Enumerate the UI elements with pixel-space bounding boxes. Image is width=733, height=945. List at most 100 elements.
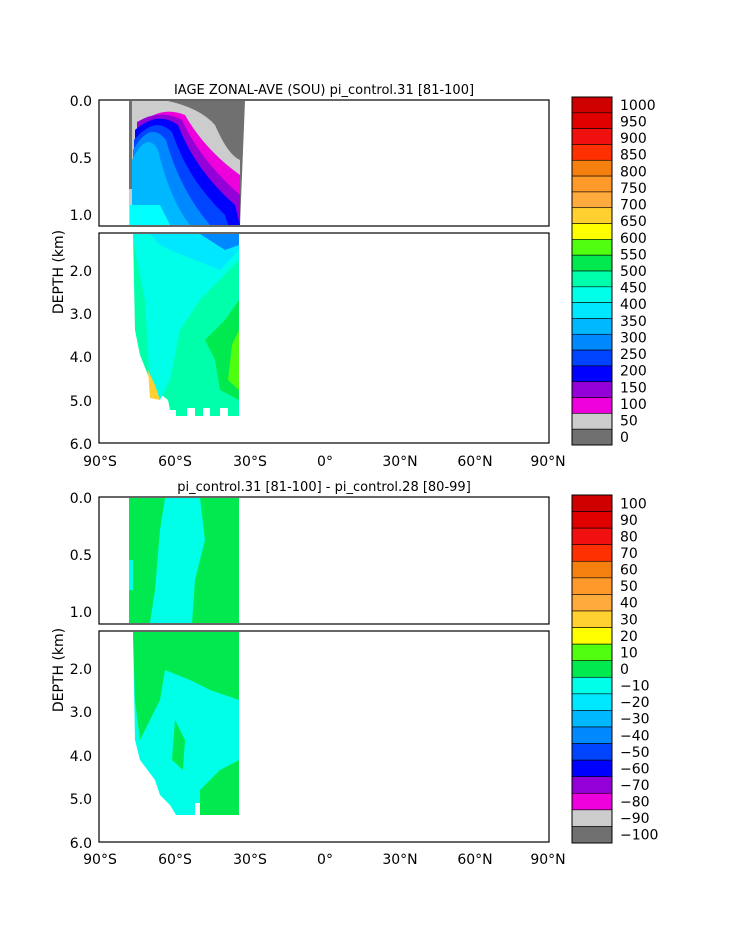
colorbar-label: −70 bbox=[620, 778, 650, 794]
colorbar-swatch bbox=[571, 381, 613, 398]
y-tick-label: 6.0 bbox=[70, 437, 92, 453]
x-tick-label: 60°N bbox=[457, 852, 492, 868]
x-tick-label: 90°N bbox=[530, 852, 565, 868]
panel-2-title: pi_control.31 [81-100] - pi_control.28 [… bbox=[177, 480, 471, 495]
band-350-400 bbox=[132, 142, 190, 225]
colorbar-label: −100 bbox=[620, 828, 658, 844]
colorbar-label: −10 bbox=[620, 679, 650, 695]
x-tick-label: 60°N bbox=[457, 454, 492, 470]
colorbar-swatch bbox=[571, 270, 613, 288]
colorbar-label: 100 bbox=[620, 397, 647, 413]
colorbar-swatch bbox=[571, 792, 613, 811]
panel-1-upper-field bbox=[129, 101, 245, 225]
panel-2-lower-frame bbox=[98, 630, 550, 843]
y-tick-label: 0.0 bbox=[70, 94, 92, 110]
colorbar-label: 60 bbox=[620, 563, 638, 579]
colorbar-label: 0 bbox=[620, 430, 629, 446]
y-axis-label: DEPTH (km) bbox=[51, 628, 67, 712]
colorbar-label: −30 bbox=[620, 712, 650, 728]
colorbar-swatch bbox=[571, 643, 613, 662]
x-tick-label: 90°N bbox=[530, 454, 565, 470]
panel-2-upper-field bbox=[129, 498, 239, 623]
colorbar-swatch bbox=[571, 365, 613, 383]
y-tick-label: 2.0 bbox=[70, 662, 92, 678]
panel-1-x-axis: 90°S 60°S 30°S 0° 30°N 60°N 90°N bbox=[83, 454, 566, 470]
colorbar-swatch bbox=[571, 239, 613, 256]
colorbar-swatch bbox=[571, 191, 613, 209]
y-tick-label: 4.0 bbox=[70, 350, 92, 366]
colorbar-frame bbox=[571, 494, 613, 844]
y-tick-label: 1.0 bbox=[70, 208, 92, 224]
colorbar-swatch bbox=[571, 112, 613, 129]
colorbar-swatch bbox=[571, 560, 613, 579]
y-tick-label: 0.5 bbox=[70, 548, 92, 564]
x-tick-label: 90°S bbox=[83, 454, 117, 470]
x-tick-label: 60°S bbox=[158, 454, 192, 470]
colorbar-label: 750 bbox=[620, 181, 647, 197]
colorbar-swatch bbox=[571, 175, 613, 193]
colorbar-swatch bbox=[571, 594, 613, 612]
colorbar-label: 250 bbox=[620, 347, 647, 363]
colorbar-swatch bbox=[571, 710, 613, 728]
y-tick-label: 5.0 bbox=[70, 394, 92, 410]
colorbar-label: 650 bbox=[620, 214, 647, 230]
colorbar-label: 70 bbox=[620, 546, 638, 562]
colorbar-swatch bbox=[571, 223, 613, 240]
colorbar-label: 200 bbox=[620, 364, 647, 380]
colorbar-swatch bbox=[571, 144, 613, 161]
colorbar-label: 950 bbox=[620, 115, 647, 131]
colorbar-swatch bbox=[571, 776, 613, 794]
colorbar-swatch bbox=[571, 159, 613, 177]
colorbar-swatch bbox=[571, 759, 613, 778]
colorbar-label: −90 bbox=[620, 811, 650, 827]
band-west-edge bbox=[129, 101, 132, 189]
y-tick-label: 1.0 bbox=[70, 605, 92, 621]
colorbar-swatch bbox=[571, 610, 613, 628]
panel-1-upper-frame bbox=[98, 99, 550, 227]
colorbar-swatch bbox=[571, 333, 613, 351]
colorbar-label: 700 bbox=[620, 198, 647, 214]
colorbar-label: −20 bbox=[620, 695, 650, 711]
y-tick-label: 2.0 bbox=[70, 264, 92, 280]
region-0-10-deep bbox=[200, 760, 239, 815]
x-tick-label: 0° bbox=[317, 454, 333, 470]
colorbar-swatch bbox=[571, 676, 613, 695]
band-650-700 bbox=[148, 370, 160, 400]
colorbar-swatch bbox=[571, 128, 613, 145]
colorbar-frame bbox=[571, 96, 613, 446]
colorbar-swatch bbox=[571, 207, 613, 224]
colorbar-label: 300 bbox=[620, 330, 647, 346]
band-300-350-deep bbox=[200, 234, 239, 250]
panel-1-colorbar: 1000950900850800750700650600550500450400… bbox=[571, 96, 656, 446]
band-400-450-top bbox=[130, 205, 170, 225]
colorbar-swatch bbox=[571, 397, 613, 414]
band-600-650 bbox=[228, 330, 239, 390]
x-tick-label: 60°S bbox=[158, 852, 192, 868]
colorbar-label: 500 bbox=[620, 264, 647, 280]
region-0-10-upper bbox=[133, 632, 239, 740]
colorbar-label: −60 bbox=[620, 761, 650, 777]
y-tick-label: 6.0 bbox=[70, 836, 92, 852]
y-axis-label: DEPTH (km) bbox=[51, 230, 67, 314]
panel-2: pi_control.31 [81-100] - pi_control.28 [… bbox=[51, 480, 658, 868]
colorbar-label: 550 bbox=[620, 247, 647, 263]
panel-1-lower-field bbox=[133, 234, 239, 416]
colorbar-label: 20 bbox=[620, 629, 638, 645]
colorbar-label: 400 bbox=[620, 297, 647, 313]
colorbar-label: 90 bbox=[620, 513, 638, 529]
band-450-500 bbox=[133, 234, 239, 400]
colorbar-swatch bbox=[571, 527, 613, 546]
panel-1-title: IAGE ZONAL-AVE (SOU) pi_control.31 [81-1… bbox=[174, 83, 474, 98]
y-tick-label: 0.5 bbox=[70, 151, 92, 167]
region-0-10-east bbox=[192, 498, 239, 623]
colorbar-label: 900 bbox=[620, 131, 647, 147]
colorbar-swatch bbox=[571, 726, 613, 744]
colorbar-swatch bbox=[571, 743, 613, 761]
panel-1-y-axis: 0.0 0.5 1.0 2.0 3.0 4.0 5.0 6.0 DEPTH (k… bbox=[51, 94, 92, 453]
y-tick-label: 0.0 bbox=[70, 491, 92, 507]
colorbar-label: 600 bbox=[620, 231, 647, 247]
panel-2-colorbar: 1009080706050403020100−10−20−30−40−50−60… bbox=[571, 494, 658, 844]
x-tick-label: 30°S bbox=[233, 454, 267, 470]
colorbar-swatch bbox=[571, 302, 613, 319]
